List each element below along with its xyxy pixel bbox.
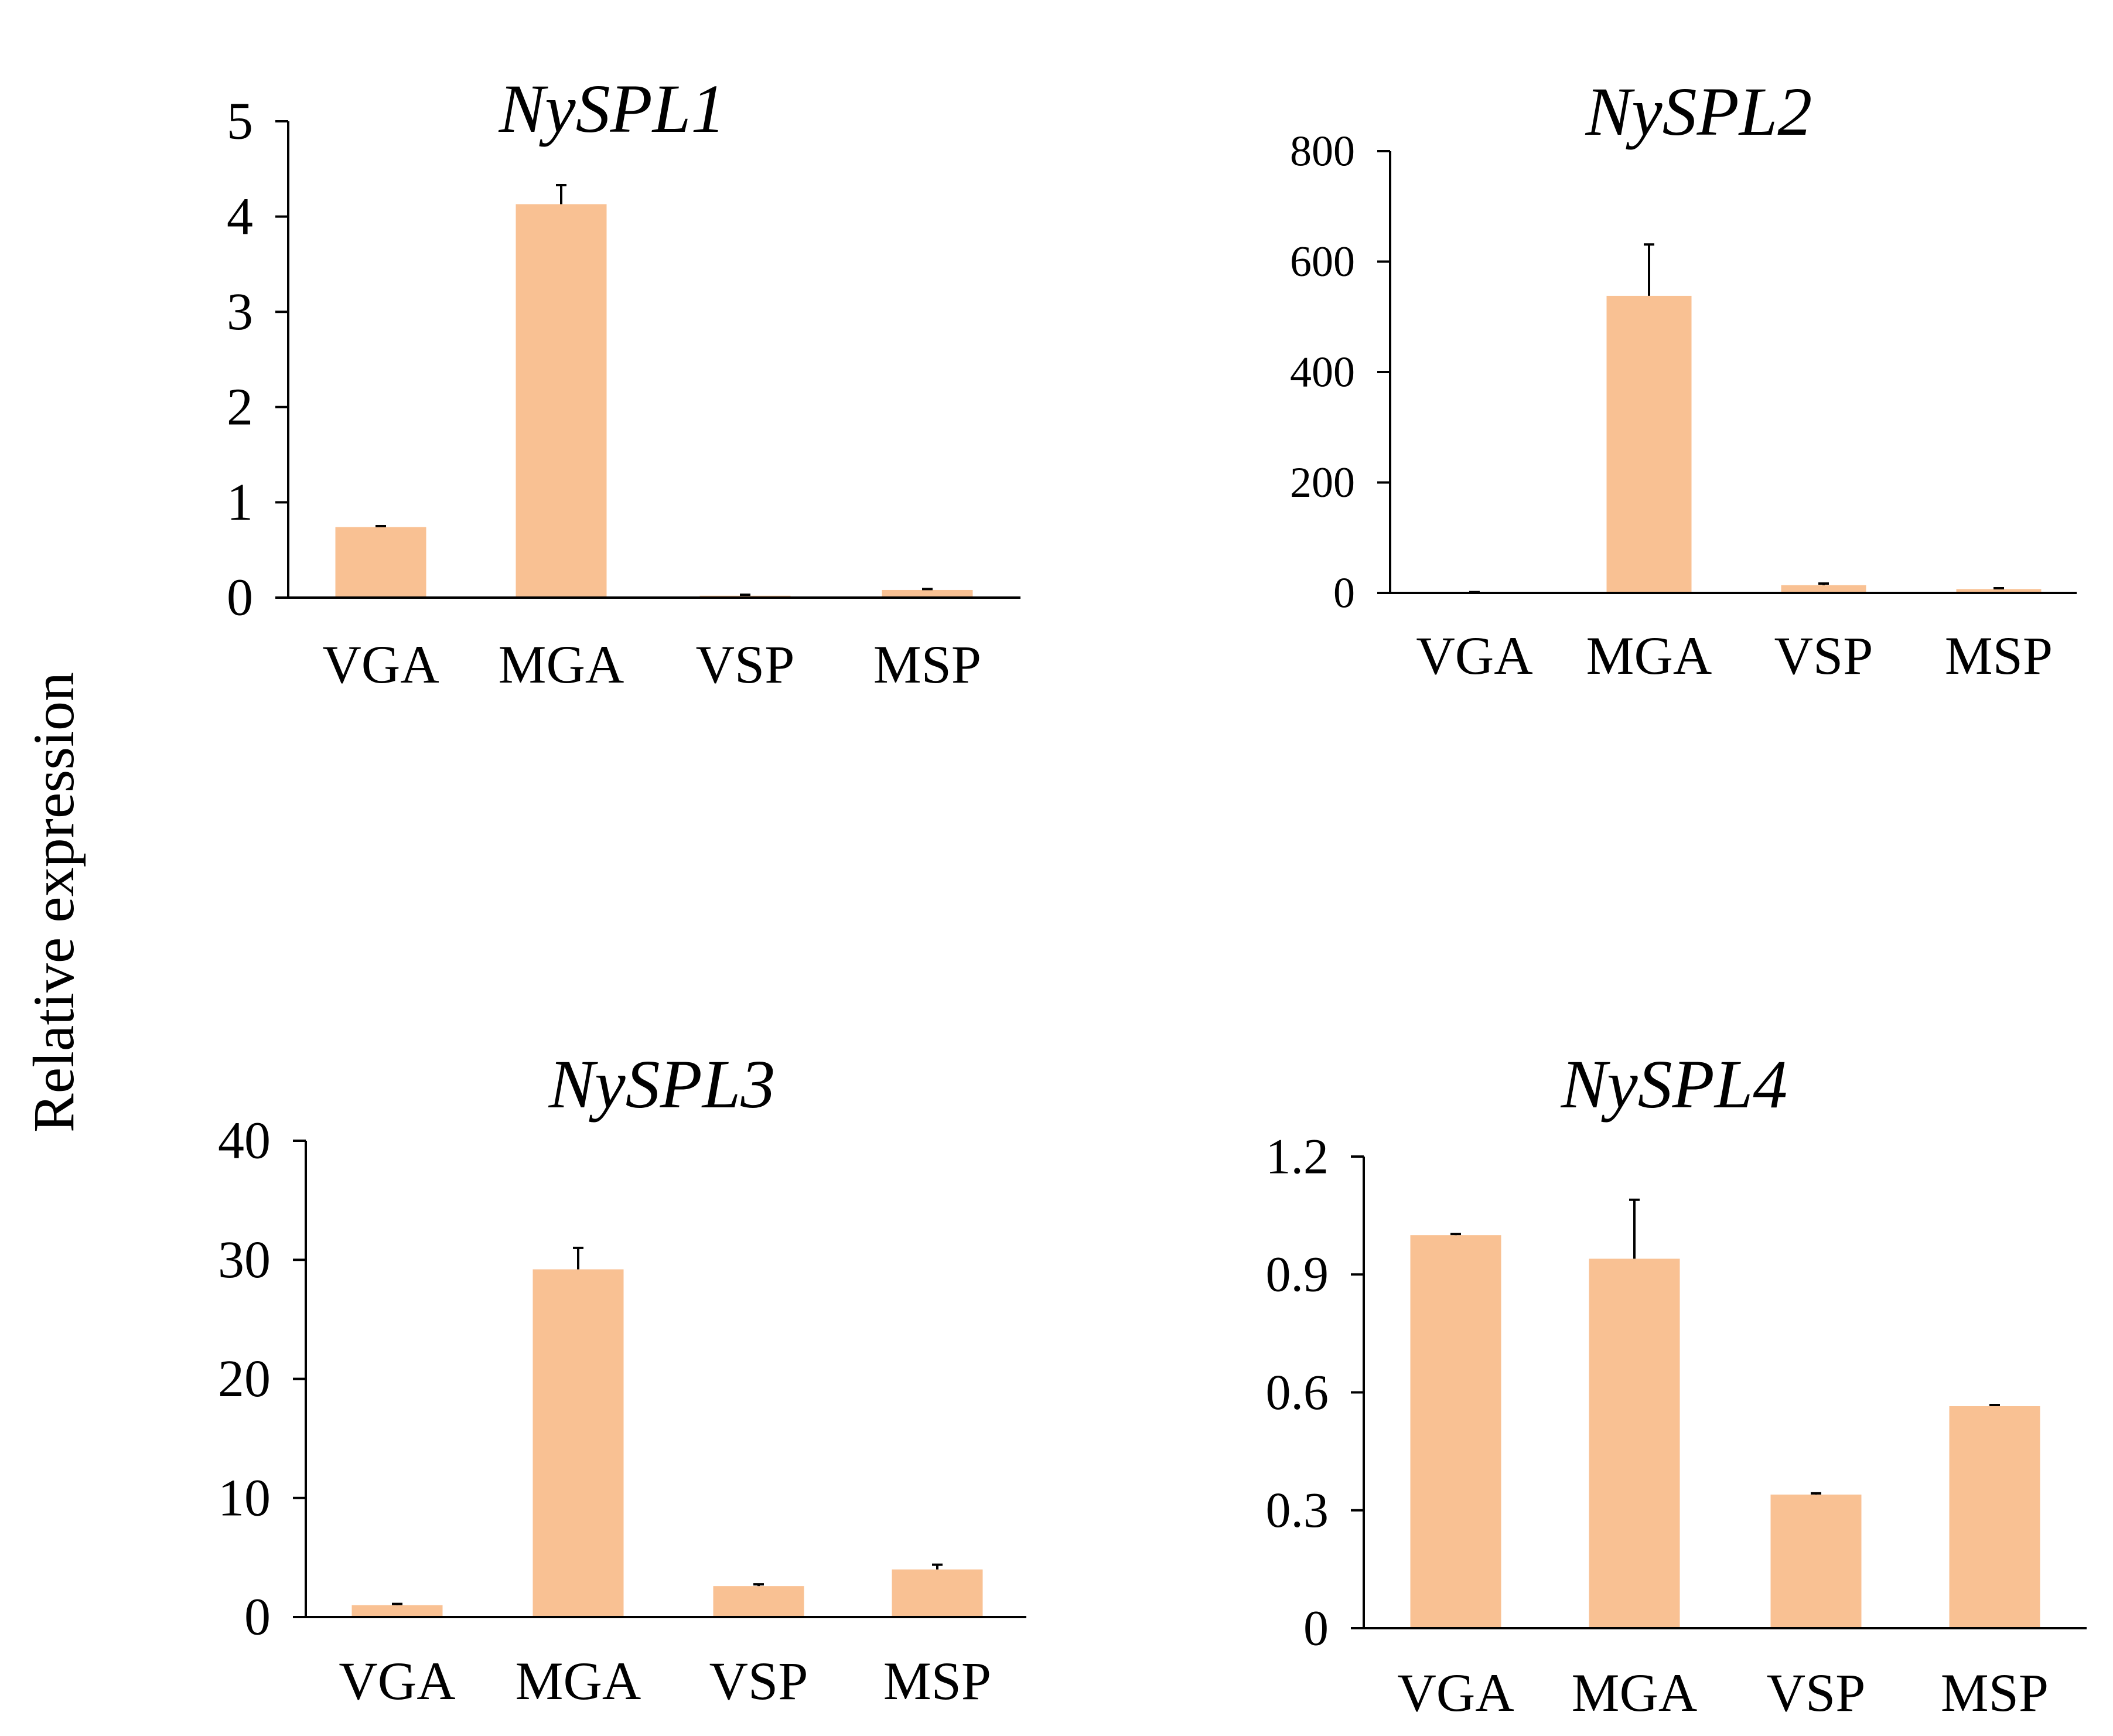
x-tick-label: MSP: [883, 1651, 991, 1711]
bar-vga: [351, 1605, 443, 1617]
bar-vsp: [713, 1586, 804, 1617]
x-tick-label: VSP: [709, 1651, 808, 1711]
bar-mga: [1606, 295, 1692, 593]
x-tick-label: VGA: [1416, 626, 1532, 685]
y-tick-label: 800: [1290, 127, 1355, 175]
bar-msp: [882, 589, 973, 598]
x-tick-label: VGA: [339, 1651, 455, 1711]
bar-msp: [892, 1569, 983, 1617]
y-tick-label: 200: [1290, 459, 1355, 507]
y-tick-label: 0: [1303, 1599, 1329, 1656]
bar-mga: [532, 1269, 624, 1617]
y-tick-label: 0.6: [1266, 1364, 1329, 1420]
chart-title: NySPL4: [1561, 1046, 1788, 1123]
bar-msp: [1956, 589, 2042, 593]
y-tick-label: 40: [218, 1112, 271, 1170]
bar-msp: [1949, 1406, 2040, 1628]
x-tick-label: VSP: [1767, 1663, 1866, 1723]
y-tick-label: 0.3: [1266, 1482, 1329, 1538]
x-tick-label: MGA: [499, 635, 624, 694]
bar-vsp: [1781, 585, 1866, 593]
x-tick-label: MSP: [1941, 1663, 2049, 1723]
x-tick-label: MSP: [1945, 626, 2053, 685]
y-tick-label: 30: [218, 1231, 271, 1289]
x-tick-label: MGA: [1572, 1663, 1698, 1723]
chart-panel-1: NySPL1 VGA MGA VSP MSP 0 1 2 3 4 5: [227, 70, 1020, 694]
y-tick-label: 600: [1290, 238, 1355, 286]
shared-y-axis-label: Relative expression: [21, 672, 86, 1133]
y-tick-label: 400: [1290, 348, 1355, 396]
y-tick-label: 0.9: [1266, 1246, 1329, 1302]
chart-panel-3: NySPL3 VGA MGA VSP MSP 0 10 20 30 40: [218, 1046, 1026, 1711]
y-tick-label: 1.2: [1266, 1128, 1329, 1184]
chart-title: NySPL3: [548, 1046, 776, 1123]
x-tick-label: MGA: [516, 1651, 641, 1711]
x-tick-label: MSP: [873, 635, 981, 694]
y-tick-label: 10: [218, 1469, 271, 1527]
chart-panel-4: NySPL4 VGA MGA VSP MSP 0 0.3 0.6 0.9 1.2: [1266, 1046, 2087, 1723]
y-tick-label: 3: [227, 283, 253, 341]
x-tick-label: VGA: [1397, 1663, 1514, 1723]
bar-vga: [1410, 1235, 1501, 1628]
y-tick-label: 1: [227, 473, 253, 531]
bar-mga: [1589, 1258, 1680, 1628]
y-tick-label: 0: [227, 569, 253, 627]
x-tick-label: VSP: [696, 635, 795, 694]
y-tick-label: 0: [244, 1588, 271, 1646]
y-tick-label: 20: [218, 1350, 271, 1408]
bar-vsp: [1770, 1494, 1862, 1628]
x-tick-label: VSP: [1774, 626, 1873, 685]
chart-panel-2: NySPL2 VGA MGA VSP MSP 0 200 400 600 800: [1290, 73, 2077, 685]
y-tick-label: 5: [227, 93, 253, 151]
x-tick-label: MGA: [1586, 626, 1712, 685]
bar-mga: [516, 204, 607, 598]
y-tick-label: 2: [227, 378, 253, 436]
chart-title: NySPL2: [1585, 73, 1812, 150]
x-tick-label: VGA: [322, 635, 439, 694]
y-tick-label: 0: [1333, 569, 1355, 617]
bar-vga: [335, 527, 426, 598]
chart-title: NySPL1: [499, 70, 726, 147]
y-tick-label: 4: [227, 187, 253, 245]
